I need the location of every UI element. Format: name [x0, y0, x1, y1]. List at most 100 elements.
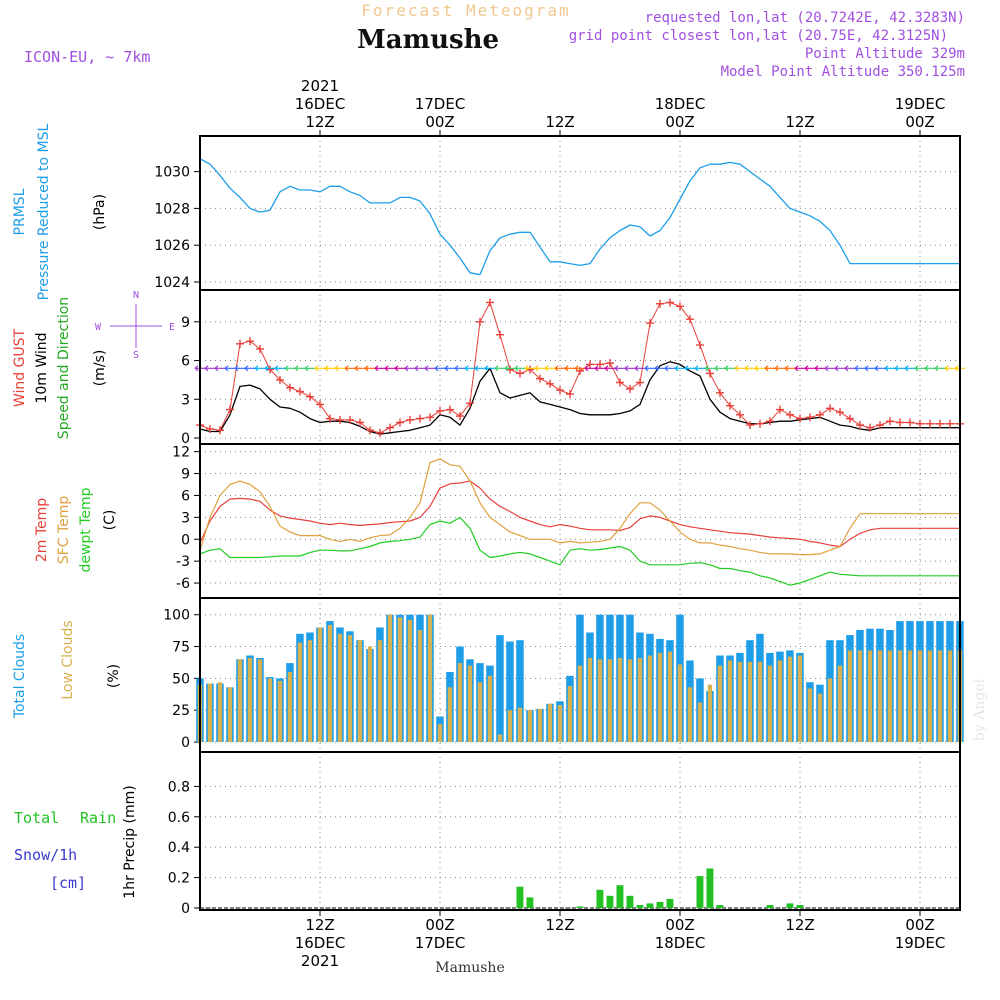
wind-direction-arrow: [934, 365, 945, 372]
gust-marker: [596, 360, 604, 369]
wind-direction-arrow: [654, 365, 665, 372]
rain-bar: [646, 903, 654, 908]
total-cloud-bar: [496, 635, 504, 742]
wind-direction-arrow: [664, 365, 675, 372]
low-cloud-bar: [887, 650, 893, 742]
wind-grid: [200, 290, 960, 444]
rain-bar: [706, 868, 714, 908]
top-axis-label: 12Z: [305, 113, 334, 131]
gust-marker: [676, 302, 684, 311]
gust-marker: [736, 410, 744, 419]
bottom-axis-label: 16DEC: [295, 934, 346, 952]
grid-point-coords: grid point closest lon,lat (20.75E, 42.3…: [569, 28, 948, 44]
low-cloud-bar: [687, 687, 693, 742]
low-cloud-bar: [857, 650, 863, 742]
wind-direction-arrow: [744, 365, 755, 372]
wind-direction-arrow: [864, 365, 875, 372]
low-cloud-bar: [377, 640, 383, 742]
gust-marker: [516, 369, 524, 378]
gust-marker: [336, 415, 344, 424]
low-clouds-label: Low Clouds: [60, 620, 76, 699]
y-tick-label: 0: [181, 901, 190, 917]
gust-marker: [946, 419, 954, 428]
gust-marker: [376, 428, 384, 437]
low-cloud-bar: [347, 635, 353, 742]
gust-marker: [396, 418, 404, 427]
bottom-axis-label: 2021: [301, 952, 339, 970]
snow-label: Snow/1h: [14, 846, 77, 864]
y-tick-label: 3: [181, 392, 190, 408]
low-cloud-bar: [367, 646, 373, 742]
y-tick-label: 0.4: [168, 840, 190, 856]
y-tick-label: 3: [181, 510, 190, 526]
gust-marker: [746, 421, 754, 430]
gust-marker: [796, 414, 804, 423]
wind-direction-arrow: [214, 365, 225, 372]
low-cloud-bar: [327, 624, 333, 742]
low-cloud-bar: [917, 650, 923, 742]
low-cloud-bar: [717, 665, 723, 742]
low-cloud-bar: [727, 660, 733, 742]
y-tick-label: 75: [172, 640, 190, 656]
wind-panel: 0 3 6 9 Wind GUST 10m Wind Speed and Direct…: [12, 289, 965, 447]
low-cloud-bar: [397, 617, 403, 742]
low-cloud-bar: [277, 680, 283, 742]
wind-direction-arrow: [614, 365, 625, 372]
y-tick-label: 6: [181, 354, 190, 370]
low-cloud-bar: [447, 687, 453, 742]
rain-bar: [786, 903, 794, 908]
low-cloud-bar: [657, 652, 663, 742]
wind-direction-arrow: [264, 365, 275, 372]
low-cloud-bar: [207, 683, 213, 742]
wind-direction-arrow: [284, 365, 295, 372]
wind-direction-arrow: [294, 365, 305, 372]
gust-marker: [806, 413, 814, 422]
wind-direction-arrow: [404, 365, 415, 372]
clouds-unit: (%): [106, 664, 122, 688]
top-axis-label: 2021: [301, 77, 339, 95]
wind-direction-arrow: [354, 365, 365, 372]
wind-direction-arrow: [944, 365, 955, 372]
gust-marker: [936, 419, 944, 428]
low-cloud-bar: [427, 614, 433, 742]
y-tick-label: 9: [181, 315, 190, 331]
rain-bar: [766, 905, 774, 908]
gust-marker: [446, 405, 454, 414]
wind-direction-arrow: [644, 365, 655, 372]
rain-bar: [576, 906, 584, 908]
y-tick-label: -6: [176, 576, 190, 592]
bottom-axis-label: 00Z: [425, 916, 454, 934]
gust-marker: [406, 415, 414, 424]
low-cloud-bar: [757, 661, 763, 742]
low-cloud-bar: [797, 655, 803, 742]
temperature-series: [199, 458, 960, 586]
low-cloud-bar: [317, 627, 323, 742]
gust-marker: [856, 421, 864, 430]
low-cloud-bar: [357, 640, 363, 742]
wind-direction-arrow: [304, 365, 315, 372]
low-cloud-bar: [787, 656, 793, 742]
low-cloud-bar: [237, 659, 243, 742]
model-label: ICON-EU, ~ 7km: [24, 48, 150, 66]
gust-marker: [716, 388, 724, 397]
low-cloud-bar: [557, 705, 563, 742]
gust-marker: [476, 317, 484, 326]
low-cloud-bar: [637, 658, 643, 742]
y-tick-label: 1030: [154, 165, 190, 181]
wind-direction-arrow: [764, 365, 775, 372]
rain-bar: [596, 889, 604, 908]
y-tick-label: 12: [172, 445, 190, 461]
low-cloud-bar: [527, 710, 533, 742]
precip-frame: [199, 751, 961, 911]
pressure-label-1: PRMSL: [12, 188, 28, 235]
low-cloud-bar: [477, 682, 483, 742]
pressure-grid: [200, 136, 960, 290]
y-tick-label: 0: [181, 735, 190, 751]
rain-bar: [606, 895, 614, 908]
wind-direction-arrow: [604, 365, 615, 372]
wind-direction-arrow: [344, 365, 355, 372]
wind-direction-arrow: [484, 365, 495, 372]
gust-marker: [216, 426, 224, 435]
